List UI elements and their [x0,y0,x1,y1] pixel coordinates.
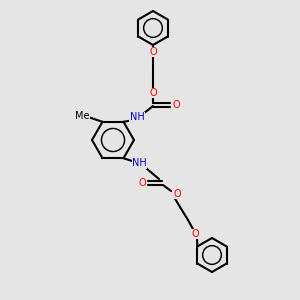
Text: NH: NH [132,158,147,168]
Text: O: O [191,229,199,239]
Text: Me: Me [75,111,90,121]
Text: O: O [173,189,181,199]
Text: O: O [172,100,180,110]
Text: O: O [149,88,157,98]
Text: O: O [149,47,157,57]
Text: O: O [138,178,146,188]
Text: NH: NH [130,112,144,122]
